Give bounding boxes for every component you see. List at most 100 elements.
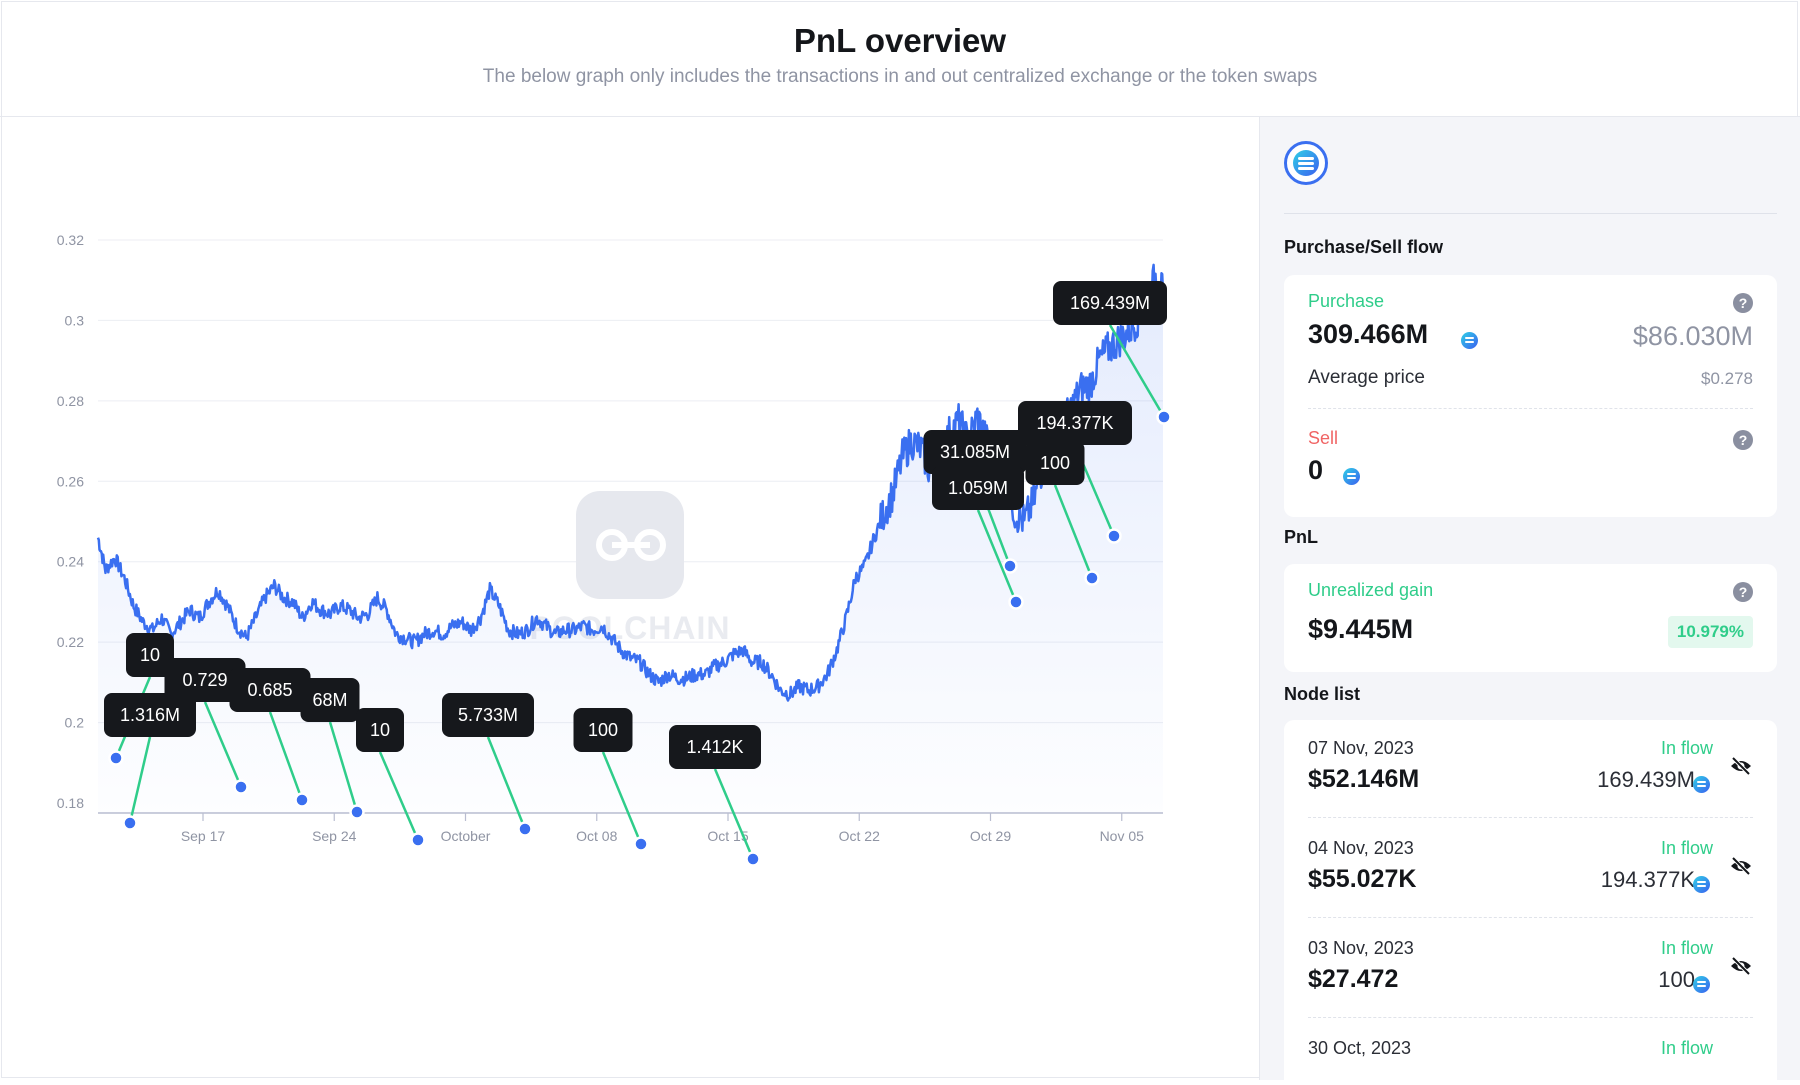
marker-label: 68M (300, 678, 360, 722)
token-icon (1461, 332, 1478, 349)
unrealized-gain-label: Unrealized gain (1308, 580, 1434, 600)
chart-marker[interactable] (601, 751, 649, 852)
marker-label-box (229, 668, 311, 712)
marker-point[interactable] (1106, 528, 1122, 544)
x-tick-label: Nov 05 (1100, 828, 1145, 844)
purchase-amount: 309.466M (1308, 319, 1429, 349)
x-tick-label: Oct 15 (707, 828, 748, 844)
marker-point[interactable] (1008, 594, 1024, 610)
marker-label-text: 100 (1040, 453, 1070, 473)
marker-point[interactable] (745, 851, 761, 867)
average-price-value: $0.278 (1701, 369, 1753, 388)
unrealized-gain-value: $9.445M (1308, 614, 1414, 644)
chart-marker[interactable] (203, 701, 249, 795)
marker-label-text: 1.316M (120, 705, 180, 725)
chart-marker[interactable] (378, 751, 426, 848)
average-price-label: Average price (1308, 367, 1425, 388)
marker-label: 100 (573, 708, 633, 752)
node-flow: In flow (1660, 738, 1713, 758)
marker-label-text: 169.439M (1070, 293, 1150, 313)
marker-point[interactable] (1156, 409, 1172, 425)
purchase-help-icon[interactable]: ? (1733, 293, 1753, 313)
marker-point[interactable] (633, 836, 649, 852)
marker-connector (486, 736, 527, 830)
marker-connector (128, 736, 152, 824)
marker-point[interactable] (410, 832, 426, 848)
marker-point[interactable] (1084, 570, 1100, 586)
marker-label-box (573, 708, 633, 752)
node-usd-value: $55.027K (1308, 865, 1417, 893)
chart-marker[interactable] (328, 721, 365, 820)
marker-label-box (300, 678, 360, 722)
marker-point[interactable] (122, 815, 138, 831)
purchase-label: Purchase (1308, 291, 1385, 311)
marker-label-box (442, 693, 534, 737)
y-tick-label: 0.24 (57, 554, 84, 570)
token-logo-icon (1293, 150, 1319, 176)
marker-label: 194.377K (1018, 401, 1132, 445)
marker-label-text: 1.059M (948, 478, 1008, 498)
marker-label: 10 (356, 708, 404, 752)
pnl-line-chart: 0.32 0.3 0.28 0.26 0.24 0.22 0.2 0.18 Sep 17 Sep… (57, 232, 1172, 867)
node-usd-value: $27.472 (1308, 965, 1399, 993)
marker-connector (378, 751, 420, 841)
pnl-title: PnL (1284, 527, 1318, 547)
marker-point[interactable] (349, 804, 365, 820)
pnl-help-icon[interactable]: ? (1733, 582, 1753, 602)
marker-label: 5.733M (442, 693, 534, 737)
eye-slash-icon[interactable] (1729, 956, 1753, 976)
sell-amount: 0 (1308, 455, 1324, 485)
eye-slash-icon[interactable] (1729, 756, 1753, 776)
marker-point[interactable] (1002, 558, 1018, 574)
marker-point[interactable] (108, 750, 124, 766)
chart-marker[interactable] (1108, 324, 1172, 425)
node-token-amount: 194.377K (1600, 867, 1695, 892)
chart-marker[interactable] (486, 736, 533, 837)
x-tick-label: Sep 24 (312, 828, 357, 844)
node-separator (1308, 917, 1753, 918)
marker-point[interactable] (233, 779, 249, 795)
marker-label-box (104, 693, 196, 737)
marker-label-text: 10 (370, 720, 390, 740)
pnl-card: Unrealized gain ? $9.445M 10.979% (1284, 564, 1777, 672)
chart-marker[interactable] (713, 768, 761, 867)
y-tick-label: 0.26 (57, 473, 84, 489)
node-date: 07 Nov, 2023 (1308, 738, 1414, 758)
marker-label: 0.729 (164, 658, 246, 702)
marker-connector (713, 768, 755, 860)
chart-marker[interactable] (122, 736, 152, 831)
marker-label-box (126, 633, 174, 677)
marker-label: 1.316M (104, 693, 196, 737)
page-header: PnL overview The below graph only includ… (0, 0, 1800, 117)
marker-connector (1108, 324, 1166, 418)
marker-point[interactable] (517, 821, 533, 837)
marker-label-text: 68M (312, 690, 347, 710)
page-subtitle: The below graph only includes the transa… (482, 66, 1318, 87)
x-tick-label: Oct 08 (576, 828, 617, 844)
token-icon (1693, 876, 1710, 893)
marker-label-box (932, 466, 1024, 510)
marker-label-box (1053, 281, 1167, 325)
sidebar-panel: Purchase/Sell flow Purchase ? 309.466M $… (1259, 117, 1800, 1080)
chart-marker[interactable] (1053, 484, 1100, 586)
marker-label-box (164, 658, 246, 702)
node-separator (1308, 1017, 1753, 1018)
token-icon (1693, 776, 1710, 793)
marker-label: 1.059M (932, 466, 1024, 510)
marker-label-text: 5.733M (458, 705, 518, 725)
marker-label-box (669, 725, 761, 769)
marker-label-box (1018, 401, 1132, 445)
marker-connector (1053, 484, 1094, 579)
watermark-logo: POOLCHAIN (530, 491, 730, 646)
eye-slash-icon[interactable] (1729, 856, 1753, 876)
chart-marker[interactable] (976, 509, 1024, 610)
card-separator (1308, 408, 1753, 409)
y-tick-label: 0.28 (57, 393, 84, 409)
node-list-title: Node list (1284, 684, 1361, 704)
node-date: 03 Nov, 2023 (1308, 938, 1414, 958)
marker-label-text: 31.085M (940, 442, 1010, 462)
y-tick-label: 0.3 (65, 312, 85, 328)
chart-marker[interactable] (268, 711, 310, 808)
sell-help-icon[interactable]: ? (1733, 430, 1753, 450)
marker-point[interactable] (294, 792, 310, 808)
